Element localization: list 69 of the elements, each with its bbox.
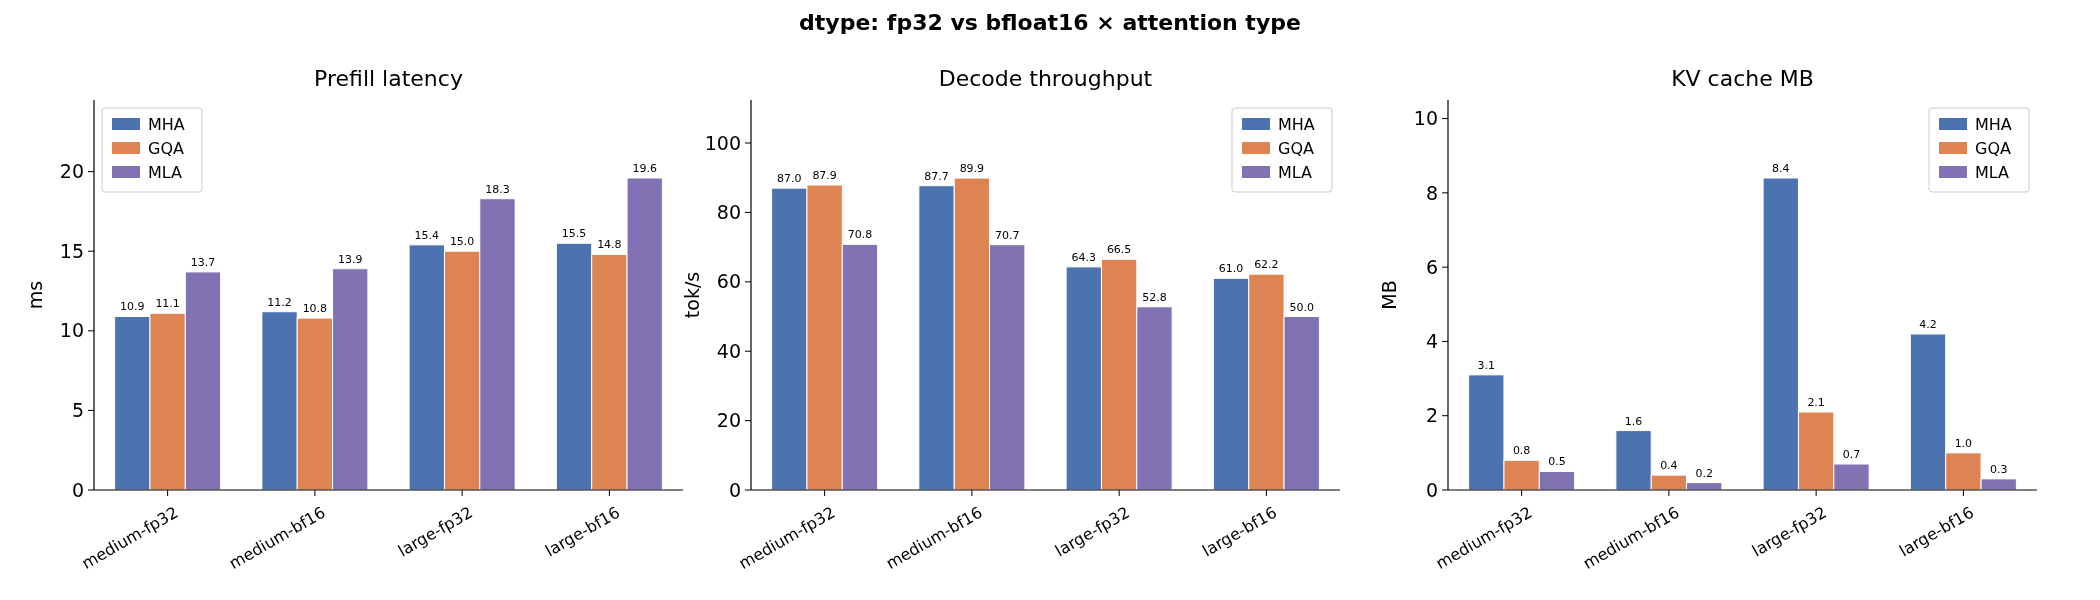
y-tick-label: 2 xyxy=(1425,404,1438,427)
y-tick-label: 80 xyxy=(716,201,741,224)
y-tick-label: 60 xyxy=(716,270,741,293)
y-tick-label: 5 xyxy=(71,399,84,422)
y-tick-label: 0 xyxy=(71,478,84,501)
y-tick-label: 0 xyxy=(1425,478,1438,501)
y-tick-label: 0 xyxy=(728,478,741,501)
data-label: 0.4 xyxy=(1660,459,1678,473)
y-axis-title: tok/s xyxy=(681,271,703,319)
data-label: 10.8 xyxy=(302,302,328,316)
data-label: 15.4 xyxy=(414,228,440,242)
data-label: 19.6 xyxy=(632,162,657,175)
data-label: 3.1 xyxy=(1477,358,1496,372)
data-label: 64.3 xyxy=(1071,250,1097,264)
data-label: 13.7 xyxy=(190,255,216,269)
legend-label: MHA xyxy=(1975,114,2012,134)
data-label: 15.5 xyxy=(561,227,587,241)
data-label: 0.3 xyxy=(1989,462,2008,476)
data-label: 2.1 xyxy=(1807,396,1825,409)
y-tick-label: 4 xyxy=(1425,330,1438,353)
y-tick-label: 40 xyxy=(716,339,741,362)
text: dtype: fp32 vs bfloat16 × attention type xyxy=(799,10,1301,35)
legend-label: GQA xyxy=(1975,138,2011,158)
legend-label: MLA xyxy=(1278,162,1313,182)
data-label: 13.9 xyxy=(337,252,363,266)
data-label: 50.0 xyxy=(1289,300,1314,314)
data-label: 1.6 xyxy=(1624,414,1643,428)
data-label: 0.7 xyxy=(1842,448,1861,461)
data-label: 0.2 xyxy=(1695,466,1713,480)
y-tick-label: 8 xyxy=(1425,181,1438,204)
data-label: 70.7 xyxy=(994,228,1020,242)
data-label: 62.2 xyxy=(1254,258,1279,272)
y-axis-title: MB xyxy=(1378,280,1400,310)
data-label: 10.9 xyxy=(120,300,145,314)
data-label: 89.9 xyxy=(959,162,985,176)
data-label: 0.8 xyxy=(1512,444,1531,458)
data-label: 15.0 xyxy=(449,235,475,249)
legend-label: MHA xyxy=(1278,114,1315,134)
chart-title: KV cache MB xyxy=(1671,66,1814,91)
chart-title: Prefill latency xyxy=(314,66,463,91)
y-tick-label: 20 xyxy=(59,160,84,183)
data-label: 87.0 xyxy=(777,172,802,186)
data-label: 1.0 xyxy=(1954,436,1973,450)
y-tick-label: 6 xyxy=(1425,255,1438,278)
data-label: 11.2 xyxy=(267,295,292,309)
data-label: 18.3 xyxy=(485,182,510,196)
data-label: 8.4 xyxy=(1772,162,1790,175)
chart-title: Decode throughput xyxy=(938,66,1153,91)
data-label: 14.8 xyxy=(597,238,622,252)
legend-label: MLA xyxy=(148,162,183,182)
legend-label: GQA xyxy=(1278,138,1314,158)
data-label: 0.5 xyxy=(1548,455,1566,469)
y-tick-label: 100 xyxy=(704,131,741,154)
legend-label: GQA xyxy=(148,138,184,158)
data-label: 61.0 xyxy=(1218,262,1244,276)
legend-label: MHA xyxy=(148,114,185,134)
data-label: 11.1 xyxy=(155,297,180,311)
y-axis-title: ms xyxy=(24,280,46,310)
data-label: 52.8 xyxy=(1142,290,1167,304)
data-label: 87.9 xyxy=(812,169,837,183)
y-tick-label: 10 xyxy=(59,319,84,342)
y-tick-label: 20 xyxy=(716,409,741,432)
y-tick-label: 10 xyxy=(1413,107,1438,130)
y-tick-label: 15 xyxy=(59,239,84,262)
data-label: 87.7 xyxy=(924,169,949,183)
data-label: 70.8 xyxy=(847,228,873,242)
legend-label: MLA xyxy=(1975,162,2010,182)
data-label: 4.2 xyxy=(1919,318,1937,331)
data-label: 66.5 xyxy=(1106,243,1132,257)
